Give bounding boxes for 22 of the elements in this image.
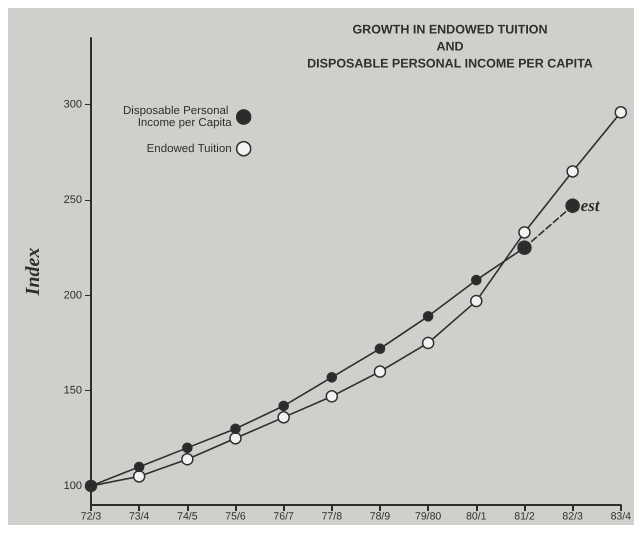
y-tick-label: 150 <box>64 384 82 397</box>
annotation: est <box>580 196 601 216</box>
y-tick-label: 200 <box>64 289 82 302</box>
legend-label: Disposable Personal Income per Capita <box>123 105 232 129</box>
x-tick-label: 81/2 <box>514 510 535 522</box>
x-tick-label: 83/4 <box>610 510 632 522</box>
x-tick-label: 72/3 <box>80 510 102 522</box>
y-axis-title: Index <box>22 248 44 296</box>
x-tick-label: 78/9 <box>370 510 390 522</box>
x-tick-label: 82/3 <box>562 510 583 522</box>
x-tick-label: 76/7 <box>273 510 294 522</box>
chart-title: GROWTH IN ENDOWED TUITION AND DISPOSABLE PERSONAL INCOME PER CAPITA <box>307 22 593 70</box>
x-tick-label: 77/8 <box>322 510 342 522</box>
legend-label: Endowed Tuition <box>146 142 232 155</box>
x-tick-label: 73/4 <box>128 510 150 522</box>
x-tick-label: 80/1 <box>466 510 487 522</box>
y-tick-label: 300 <box>64 98 82 111</box>
y-tick-label: 100 <box>64 480 82 492</box>
x-tick-label: 79/80 <box>414 510 442 522</box>
x-tick-label: 74/5 <box>177 510 198 522</box>
x-tick-label: 75/6 <box>225 510 246 522</box>
y-tick-label: 250 <box>64 194 82 206</box>
